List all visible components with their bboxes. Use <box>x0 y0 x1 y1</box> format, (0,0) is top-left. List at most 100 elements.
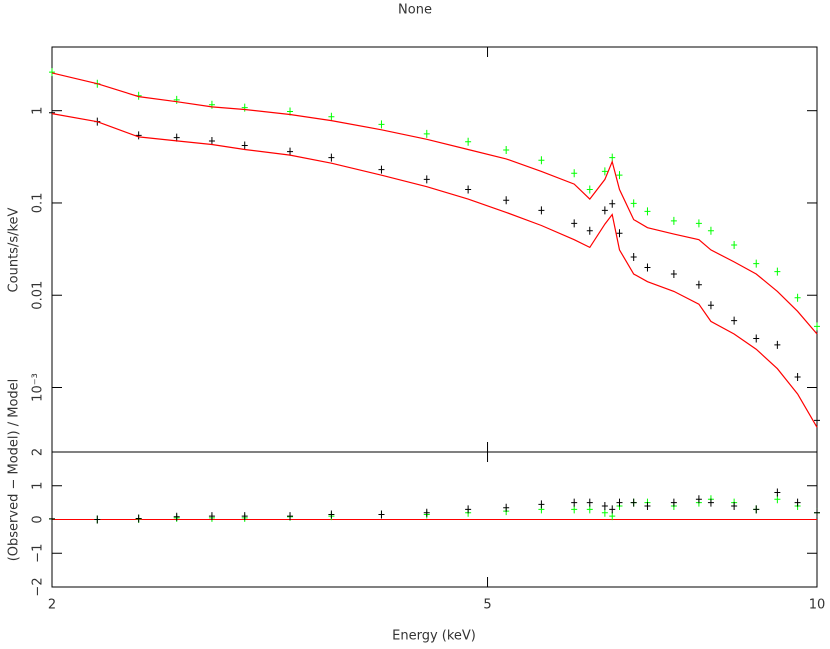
data-point <box>571 505 578 514</box>
data-point <box>609 199 616 208</box>
data-point <box>670 269 677 278</box>
data-point <box>753 334 760 343</box>
data-point <box>695 280 702 289</box>
data-point <box>571 219 578 228</box>
data-point <box>287 147 294 156</box>
data-point <box>287 512 294 521</box>
data-point <box>814 322 820 331</box>
plot-frame <box>51 46 818 453</box>
data-point <box>328 510 335 519</box>
data-point <box>616 498 623 507</box>
data-point <box>241 512 248 521</box>
data-point <box>538 500 545 509</box>
data-point <box>503 145 510 154</box>
data-point <box>49 514 55 523</box>
x-tick-label: 10 <box>809 598 826 613</box>
data-point <box>378 510 385 519</box>
data-point <box>465 505 472 514</box>
data-point <box>49 108 55 117</box>
data-point <box>571 498 578 507</box>
data-point <box>571 169 578 178</box>
data-point <box>695 495 702 504</box>
data-point <box>630 252 637 261</box>
data-point <box>208 512 215 521</box>
data-point <box>503 196 510 205</box>
y-tick-label: 0.01 <box>31 281 46 310</box>
chart-title: None <box>398 3 432 18</box>
data-point <box>794 498 801 507</box>
data-point <box>423 508 430 517</box>
data-point <box>208 136 215 145</box>
x-axis-label: Energy (keV) <box>392 629 476 644</box>
y-axis-label: (Observed − Model) / Model <box>7 379 22 562</box>
data-point <box>586 505 593 514</box>
data-point <box>616 171 623 180</box>
data-point <box>731 316 738 325</box>
data-point <box>707 301 714 310</box>
data-point <box>49 68 55 77</box>
y-tick-label: −1 <box>31 544 46 563</box>
data-point <box>586 185 593 194</box>
x-tick-label: 5 <box>483 598 491 613</box>
data-point <box>707 226 714 235</box>
y-tick-label: 1 <box>31 107 46 115</box>
data-point <box>601 167 608 176</box>
data-point <box>774 495 781 504</box>
data-point <box>814 508 820 517</box>
y-tick-label: 0 <box>31 515 46 523</box>
data-point <box>644 207 651 216</box>
data-point <box>423 129 430 138</box>
y-tick-label: 2 <box>31 448 46 456</box>
data-point <box>538 156 545 165</box>
data-point <box>503 503 510 512</box>
data-point <box>774 267 781 276</box>
y-tick-label: 0.1 <box>31 193 46 214</box>
y-axis-label: Counts/s/keV <box>7 207 22 292</box>
data-point <box>586 226 593 235</box>
data-point <box>328 153 335 162</box>
data-point <box>731 502 738 510</box>
data-point <box>630 199 637 208</box>
data-point <box>753 505 760 514</box>
data-point <box>241 141 248 150</box>
model-line <box>51 113 818 428</box>
data-point <box>465 137 472 146</box>
data-point <box>601 508 608 517</box>
data-point <box>601 206 608 215</box>
data-point <box>644 502 651 510</box>
data-point <box>538 206 545 215</box>
data-point <box>241 103 248 112</box>
data-point <box>794 293 801 302</box>
data-point <box>707 498 714 507</box>
data-point <box>586 498 593 507</box>
data-point <box>135 131 142 140</box>
data-point <box>616 229 623 238</box>
y-tick-label: −2 <box>31 577 46 596</box>
data-point <box>378 165 385 174</box>
data-point <box>670 216 677 225</box>
data-point <box>328 112 335 121</box>
data-point <box>135 514 142 523</box>
data-point <box>644 263 651 272</box>
data-point <box>378 120 385 129</box>
data-point <box>670 498 677 507</box>
y-tick-label: 10⁻³ <box>31 373 46 402</box>
model-line <box>51 72 818 335</box>
data-point <box>753 259 760 268</box>
y-tick-label: 1 <box>31 482 46 490</box>
data-point <box>173 95 180 104</box>
data-point <box>423 175 430 184</box>
data-point <box>609 512 616 521</box>
data-point <box>94 515 101 524</box>
data-point <box>695 219 702 228</box>
data-point <box>609 505 616 514</box>
data-point <box>731 241 738 250</box>
data-point <box>774 488 781 497</box>
data-point <box>630 498 637 507</box>
data-point <box>173 512 180 521</box>
data-point <box>794 372 801 381</box>
data-point <box>774 340 781 349</box>
x-tick-label: 2 <box>48 598 56 613</box>
data-point <box>601 502 608 510</box>
